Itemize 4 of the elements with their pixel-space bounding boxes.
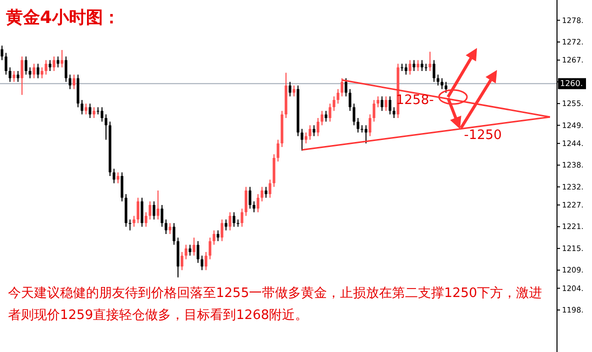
annotation: 今天建议稳健的朋友待到价格回落至1255一带做多黄金，止损放在第二支撑1250下方，激进者则现价1259直接轻仓做多，目标看到1268附近。 [8, 285, 544, 325]
ref-line-label: 1260. [560, 79, 583, 88]
annotation: -1250 [464, 128, 502, 143]
text: 黄金4小时图： [6, 7, 120, 29]
